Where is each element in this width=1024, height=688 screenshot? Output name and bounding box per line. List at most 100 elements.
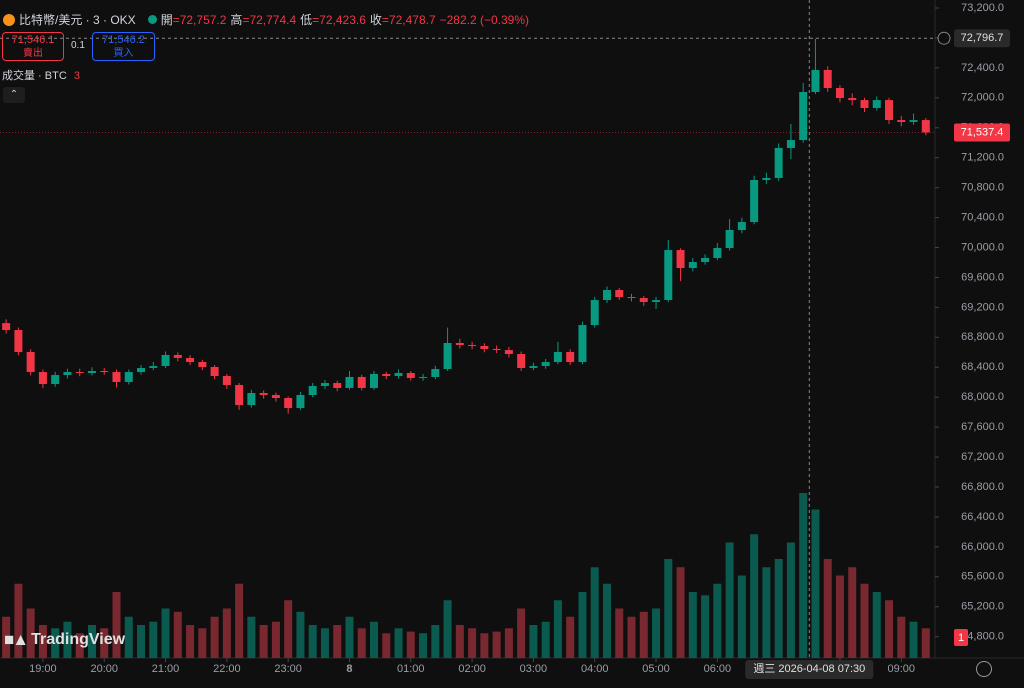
candle-body <box>786 140 795 149</box>
candle-body <box>370 373 378 388</box>
candle-body <box>750 179 759 223</box>
volume-bar <box>198 628 207 658</box>
crosshair-time-bg <box>745 660 874 679</box>
candle <box>590 296 599 328</box>
volume-bar <box>2 616 11 658</box>
volume-bar <box>664 559 673 658</box>
candle-body <box>737 222 746 230</box>
status-dot <box>147 15 157 24</box>
candle-body <box>676 250 685 269</box>
candle-body <box>860 100 869 108</box>
symbol[interactable]: 比特幣/美元 · 3 · OKX <box>19 13 136 27</box>
candle <box>333 380 342 392</box>
candle-body <box>541 362 550 367</box>
candle-body <box>247 392 256 406</box>
volume-bar <box>786 542 795 658</box>
candle <box>897 115 906 127</box>
legend: 比特幣/美元 · 3 · OKX 開 =72,757.2 高 =72,774.4 低… <box>3 11 529 28</box>
price-axis-bg <box>935 0 1024 688</box>
candle <box>112 369 121 388</box>
x-tick-label: 21:00 <box>152 663 180 675</box>
volume-bar <box>480 633 489 658</box>
buy-label: 買入 <box>113 48 134 59</box>
candle-body <box>529 366 538 368</box>
ohlc-1-value: =72,774.4 <box>242 12 297 27</box>
volume-bar <box>652 608 661 658</box>
candle <box>259 390 268 399</box>
candle <box>823 66 832 92</box>
volume-bar <box>860 583 869 658</box>
buy-button[interactable]: 71,546.2 買入 <box>92 32 155 61</box>
candle-body <box>602 290 611 301</box>
volume-bar <box>455 625 464 658</box>
candle-body <box>909 120 918 122</box>
candle-body <box>774 148 783 178</box>
volume-bar <box>492 631 501 658</box>
volume-indicator: 成交量 · BTC 3 <box>2 67 80 83</box>
candle <box>750 175 759 225</box>
candle <box>541 359 550 369</box>
candle <box>100 367 109 375</box>
coin-icon <box>3 13 15 26</box>
y-tick-label: 67,200.0 <box>961 451 1004 463</box>
candle-body <box>75 372 84 374</box>
candle-body <box>455 342 464 346</box>
settings-button[interactable] <box>976 661 992 677</box>
volume-bar <box>590 567 599 658</box>
volume-bar <box>333 625 342 658</box>
candle <box>909 113 918 125</box>
volume-bar <box>284 600 293 658</box>
candle-body <box>2 323 11 331</box>
y-tick-label: 72,000.0 <box>961 92 1004 104</box>
candle-body <box>87 370 96 374</box>
sell-button[interactable]: 71,546.1 賣出 <box>2 32 64 61</box>
volume-bar <box>26 608 35 658</box>
collapse-button[interactable]: ⌃ <box>3 87 25 103</box>
candle-body <box>14 330 23 352</box>
volume-bar <box>566 616 575 658</box>
candle <box>38 369 47 389</box>
candle <box>480 343 489 353</box>
candle-body <box>382 373 391 376</box>
candle-body <box>198 362 207 368</box>
candle-body <box>345 376 354 388</box>
volume-bar <box>38 625 47 658</box>
volume-bar <box>51 628 60 658</box>
y-tick-label: 70,400.0 <box>961 211 1004 223</box>
x-tick-label: 8 <box>346 663 352 675</box>
candle <box>504 347 513 358</box>
volume-bar <box>308 625 317 658</box>
volume-bar <box>627 616 636 658</box>
candle-body <box>553 351 562 363</box>
candle-body <box>63 372 72 376</box>
ohlc-0-label: 開 <box>160 13 173 27</box>
candle-body <box>296 395 305 409</box>
x-tick-label: 22:00 <box>213 663 241 675</box>
candle-body <box>762 177 771 180</box>
volume-bar <box>799 493 808 658</box>
candle <box>688 257 697 272</box>
quantity[interactable]: 0.1 <box>71 40 85 51</box>
candle <box>406 370 415 381</box>
volume-bar <box>688 592 697 658</box>
volume-bar <box>296 611 305 658</box>
candle <box>811 38 820 95</box>
candle <box>320 379 329 389</box>
volume-bar <box>676 567 685 658</box>
candle-body <box>590 300 599 326</box>
volume-bar <box>529 625 538 658</box>
candle-body <box>885 100 894 121</box>
volume-bar <box>468 628 477 658</box>
y-tick-label: 66,000.0 <box>961 541 1004 553</box>
y-tick-label: 69,600.0 <box>961 271 1004 283</box>
candle-body <box>443 342 452 370</box>
volume-bar <box>835 575 844 658</box>
y-tick-label: 66,400.0 <box>961 511 1004 523</box>
ohlc-3-label: 收 <box>369 13 382 27</box>
candle <box>627 293 636 302</box>
candle-body <box>161 354 170 367</box>
candle-body <box>725 229 734 249</box>
volume-bar <box>431 625 440 658</box>
candle <box>394 369 403 379</box>
